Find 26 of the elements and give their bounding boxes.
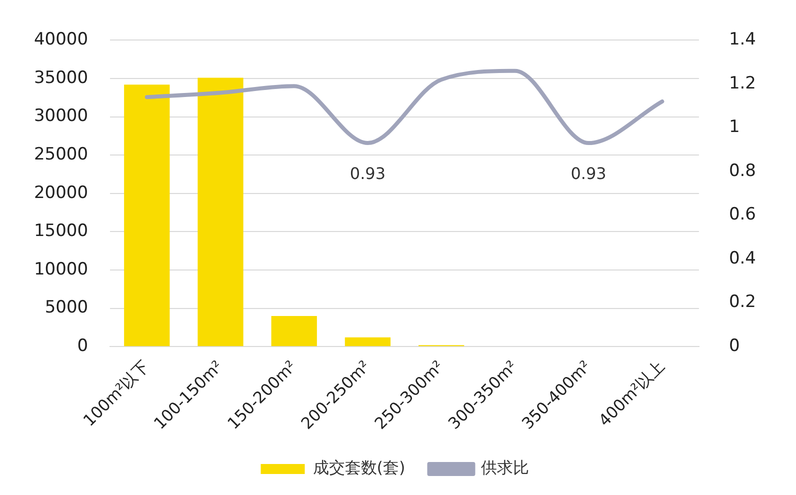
y-tick-label: 30000 — [34, 106, 88, 126]
y2-tick-label: 0.6 — [728, 204, 756, 225]
bar — [124, 84, 170, 346]
y-tick-label: 40000 — [34, 30, 88, 50]
y-tick-label: 10000 — [34, 259, 88, 280]
y2-tick-label: 0 — [728, 336, 740, 356]
legend-label: 供求比 — [481, 458, 530, 478]
data-label: 0.93 — [350, 164, 386, 184]
bar — [198, 78, 244, 346]
y-tick-label: 0 — [77, 336, 88, 356]
y2-tick-label: 1.4 — [728, 30, 756, 50]
y-tick-label: 35000 — [34, 68, 88, 88]
y-tick-label: 15000 — [34, 221, 88, 242]
y-tick-label: 5000 — [44, 298, 88, 318]
bar — [271, 316, 317, 346]
data-label: 0.93 — [570, 164, 606, 184]
y2-tick-label: 0.8 — [728, 160, 756, 181]
y2-tick-label: 0.4 — [728, 248, 756, 268]
y2-tick-label: 0.2 — [728, 292, 756, 312]
bar — [344, 337, 391, 346]
legend-label: 成交套数(套) — [312, 458, 406, 478]
line-series — [144, 68, 664, 146]
y2-tick-label: 1.2 — [728, 73, 756, 94]
y-tick-label: 25000 — [34, 144, 88, 165]
y2-tick-label: 1 — [728, 117, 740, 138]
y-tick-label: 20000 — [34, 182, 88, 203]
